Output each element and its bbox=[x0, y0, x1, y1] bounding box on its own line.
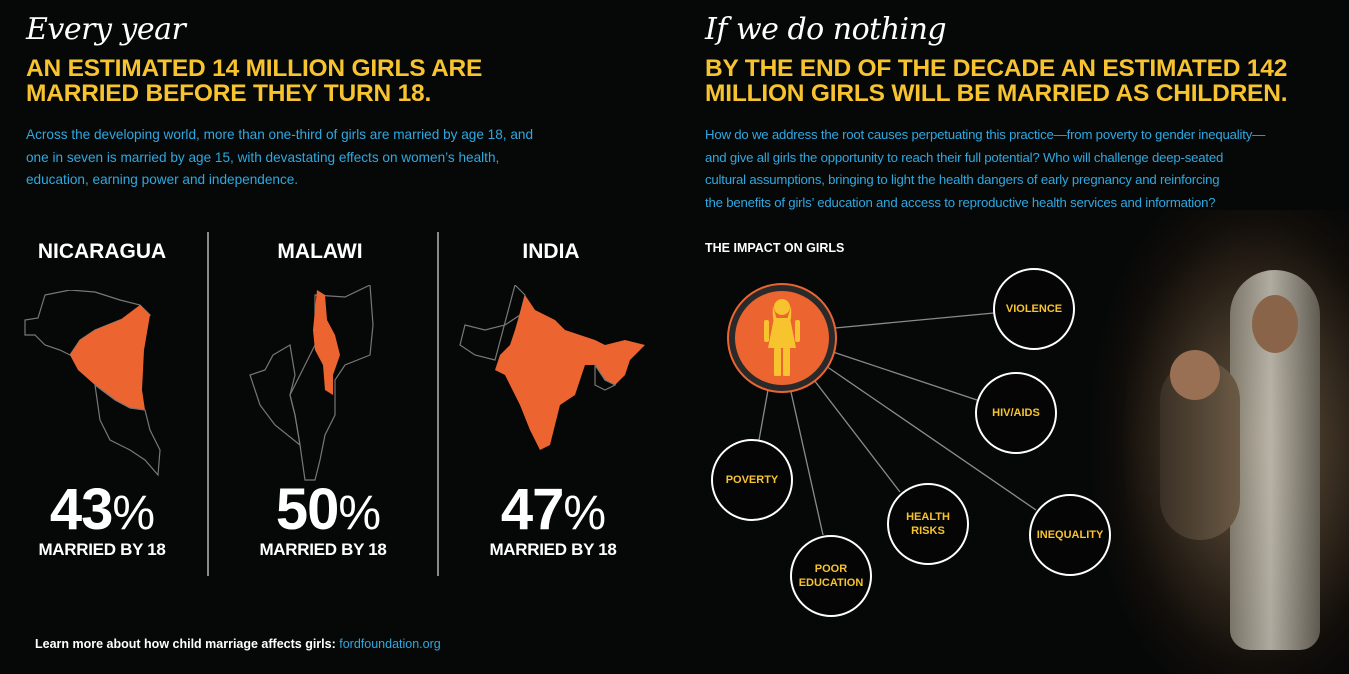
girl-hub bbox=[727, 283, 837, 393]
right-body-line3: cultural assumptions, bringing to light … bbox=[705, 172, 1220, 187]
impact-hiv-aids: HIV/AIDS bbox=[975, 372, 1057, 454]
girl-icon bbox=[764, 299, 800, 376]
connector-health bbox=[813, 379, 901, 493]
left-body-line3: education, earning power and independenc… bbox=[26, 172, 299, 187]
right-headline-line2: MILLION GIRLS WILL BE MARRIED AS CHILDRE… bbox=[705, 80, 1288, 107]
nicaragua-map bbox=[24, 290, 161, 477]
right-body: How do we address the root causes perpet… bbox=[705, 124, 1265, 214]
percent-india: 47% bbox=[453, 476, 653, 543]
impact-title: THE IMPACT ON GIRLS bbox=[705, 241, 845, 255]
percent-value: 47 bbox=[500, 477, 565, 542]
country-name-nicaragua: NICARAGUA bbox=[37, 240, 167, 263]
married-label-malawi: MARRIED BY 18 bbox=[259, 540, 387, 559]
impact-inequality: INEQUALITY bbox=[1029, 494, 1111, 576]
left-kicker: Every year bbox=[26, 12, 186, 47]
impact-label: POOR bbox=[814, 563, 848, 575]
mozambique-outline bbox=[289, 285, 374, 481]
left-body-line1: Across the developing world, more than o… bbox=[26, 127, 534, 142]
connector-inequality bbox=[825, 365, 1037, 511]
impact-label: EDUCATION bbox=[798, 577, 864, 589]
left-headline: AN ESTIMATED 14 MILLION GIRLS ARE MARRIE… bbox=[26, 56, 482, 106]
footer: Learn more about how child marriage affe… bbox=[35, 637, 441, 651]
malawi-map bbox=[249, 285, 374, 481]
column-divider bbox=[207, 232, 209, 576]
percent-sign: % bbox=[563, 487, 606, 540]
percent-nicaragua: 43% bbox=[2, 476, 202, 543]
connector-poverty bbox=[758, 389, 769, 441]
nicaragua-shape bbox=[70, 305, 150, 410]
impact-label: INEQUALITY bbox=[1036, 529, 1104, 541]
zimbabwe-outline bbox=[249, 344, 301, 447]
percent-sign: % bbox=[112, 487, 155, 540]
right-body-line2: and give all girls the opportunity to re… bbox=[705, 149, 1224, 165]
impact-violence: VIOLENCE bbox=[993, 268, 1075, 350]
connector-hiv bbox=[832, 351, 978, 401]
impact-health-risks: HEALTH RISKS bbox=[887, 483, 969, 565]
percent-malawi: 50% bbox=[228, 476, 428, 543]
left-body-line2: one in seven is married by age 15, with … bbox=[26, 149, 500, 165]
married-label-india: MARRIED BY 18 bbox=[489, 540, 617, 559]
right-headline: BY THE END OF THE DECADE AN ESTIMATED 14… bbox=[705, 55, 1288, 107]
costa-rica-outline bbox=[94, 383, 161, 477]
connector-violence bbox=[834, 312, 995, 329]
girl-hub-inner bbox=[735, 291, 829, 385]
impact-label: VIOLENCE bbox=[1005, 303, 1063, 315]
percent-value: 43 bbox=[49, 477, 114, 542]
married-label-nicaragua: MARRIED BY 18 bbox=[38, 540, 166, 559]
right-headline-line1: BY THE END OF THE DECADE AN ESTIMATED 14… bbox=[705, 55, 1288, 82]
column-divider bbox=[437, 232, 439, 576]
impact-label: HEALTH bbox=[906, 511, 950, 523]
percent-sign: % bbox=[338, 487, 381, 540]
percent-value: 50 bbox=[275, 477, 340, 542]
india-map bbox=[459, 285, 645, 450]
left-headline-line1: AN ESTIMATED 14 MILLION GIRLS ARE bbox=[26, 55, 483, 82]
left-headline-line2: MARRIED BEFORE THEY TURN 18. bbox=[26, 80, 432, 107]
bangladesh-outline bbox=[594, 363, 617, 391]
left-body: Across the developing world, more than o… bbox=[26, 124, 533, 192]
connector-education bbox=[790, 391, 824, 536]
footer-text: Learn more about how child marriage affe… bbox=[35, 637, 340, 651]
india-shape bbox=[495, 295, 645, 450]
impact-poor-education: POOR EDUCATION bbox=[790, 535, 872, 617]
right-body-line4: the benefits of girls’ education and acc… bbox=[705, 194, 1216, 210]
footer-link[interactable]: fordfoundation.org bbox=[339, 637, 441, 651]
impact-label: RISKS bbox=[911, 525, 945, 537]
impact-label: HIV/AIDS bbox=[992, 407, 1040, 419]
child-face bbox=[1170, 350, 1220, 400]
right-kicker: If we do nothing bbox=[705, 12, 947, 47]
country-name-malawi: MALAWI bbox=[277, 240, 363, 263]
woman-face bbox=[1252, 295, 1298, 353]
impact-poverty: POVERTY bbox=[711, 439, 793, 521]
malawi-shape bbox=[313, 290, 340, 395]
right-body-line1: How do we address the root causes perpet… bbox=[705, 127, 1266, 142]
impact-label: POVERTY bbox=[725, 474, 779, 486]
country-name-india: INDIA bbox=[522, 240, 580, 263]
